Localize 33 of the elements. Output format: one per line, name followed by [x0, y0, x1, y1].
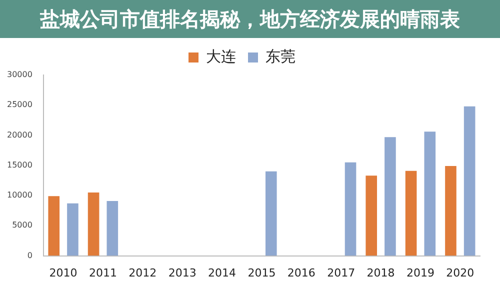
x-tick-label: 2019 [406, 266, 434, 280]
y-tick-label: 0 [27, 250, 32, 260]
y-tick-label: 30000 [6, 70, 32, 80]
y-tick-label: 15000 [6, 160, 32, 170]
x-tick-label: 2018 [366, 266, 395, 280]
legend-label: 东莞 [266, 47, 296, 66]
bar [48, 196, 60, 256]
x-tick-label: 2014 [208, 266, 236, 280]
x-tick-label: 2011 [88, 266, 117, 280]
y-tick-label: 20000 [6, 130, 32, 140]
legend-label: 大连 [206, 47, 236, 66]
bar [67, 203, 78, 256]
bar [424, 132, 436, 256]
bar [384, 137, 396, 256]
x-tick-label: 2015 [248, 266, 276, 280]
y-tick-label: 5000 [12, 220, 32, 230]
x-tick-label: 2010 [49, 266, 78, 280]
y-tick-label: 25000 [6, 100, 32, 110]
bar [88, 192, 100, 256]
bar [405, 170, 417, 256]
chart-title: 盐城公司市值排名揭秘，地方经济发展的晴雨表 [0, 0, 500, 38]
x-tick-label: 2012 [128, 266, 157, 280]
bar [464, 106, 476, 256]
bar [366, 176, 378, 256]
bar [445, 166, 456, 256]
x-tick-label: 2020 [446, 266, 474, 280]
y-tick-label: 10000 [6, 190, 32, 200]
bar [344, 162, 356, 256]
x-tick-label: 2013 [168, 266, 196, 280]
bar [106, 200, 118, 256]
bar [265, 171, 277, 256]
x-tick-label: 2017 [327, 266, 356, 280]
x-tick-label: 2016 [287, 266, 316, 280]
